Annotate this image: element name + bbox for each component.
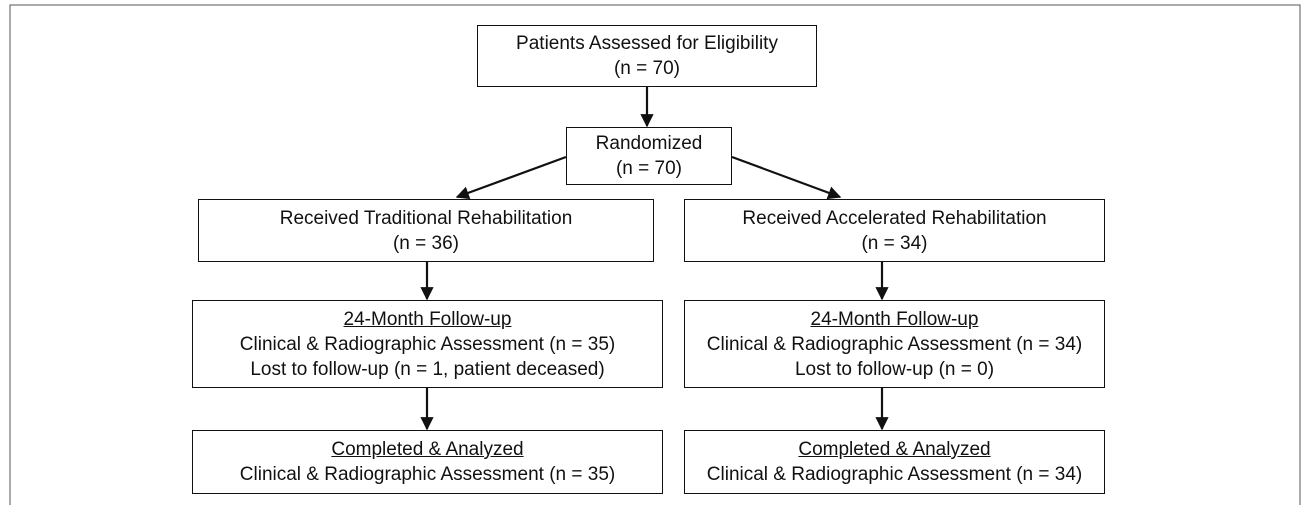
- node-box: Randomized (n = 70): [566, 127, 732, 185]
- node-text: Clinical & Radiographic Assessment (n = …: [239, 333, 616, 355]
- node-text: (n = 70): [613, 58, 680, 79]
- node-box: Received Accelerated Rehabilitation (n =…: [684, 199, 1105, 262]
- node-box: 24-Month Follow-up Clinical & Radiograph…: [684, 300, 1105, 388]
- node-heading: Completed & Analyzed: [331, 439, 524, 460]
- node-text: Lost to follow-up (n = 1, patient deceas…: [250, 358, 605, 380]
- node-box: Patients Assessed for Eligibility (n = 7…: [477, 25, 817, 87]
- frame: [9, 4, 1301, 505]
- node-heading: Completed & Analyzed: [798, 439, 991, 460]
- node-text: Received Accelerated Rehabilitation: [742, 207, 1047, 229]
- node-text: Clinical & Radiographic Assessment (n = …: [706, 333, 1083, 355]
- node-text: Lost to follow-up (n = 0): [794, 358, 995, 380]
- node-heading: 24-Month Follow-up: [343, 308, 512, 330]
- node-text: Received Traditional Rehabilitation: [279, 207, 573, 229]
- node-box: Completed & Analyzed Clinical & Radiogra…: [684, 430, 1105, 494]
- arrow: [731, 155, 842, 200]
- node-text: Clinical & Radiographic Assessment (n = …: [706, 464, 1083, 485]
- node-text: (n = 34): [861, 232, 928, 254]
- node-text: (n = 70): [615, 158, 682, 179]
- node-text: Clinical & Radiographic Assessment (n = …: [239, 464, 616, 485]
- arrow: [455, 155, 567, 200]
- node-box: 24-Month Follow-up Clinical & Radiograph…: [192, 300, 663, 388]
- node-heading: 24-Month Follow-up: [810, 308, 979, 330]
- node-box: Received Traditional Rehabilitation (n =…: [198, 199, 654, 262]
- node-box: Completed & Analyzed Clinical & Radiogra…: [192, 430, 663, 494]
- node-text: Randomized: [595, 133, 703, 154]
- node-text: Patients Assessed for Eligibility: [516, 33, 778, 54]
- node-text: (n = 36): [392, 232, 459, 254]
